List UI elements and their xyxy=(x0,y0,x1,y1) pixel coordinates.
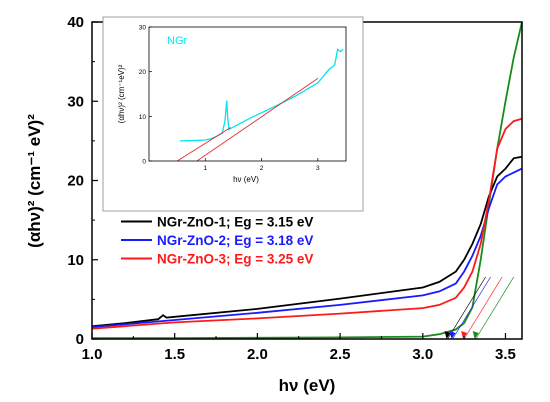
y-tick-label: 10 xyxy=(67,252,84,269)
tangent-line-ngr-zno-3 xyxy=(463,276,503,340)
tangent-lines-group xyxy=(444,276,514,340)
intercept-arrow-ngr-zno-3 xyxy=(461,331,468,339)
inset-y-ticks: 0 10 20 30 xyxy=(139,25,152,166)
inset-y-axis-label: (αhν)² (cm⁻¹eV)² xyxy=(117,64,126,123)
x-tick-label: 1.5 xyxy=(164,346,185,363)
inset-legend: NGr xyxy=(167,35,188,47)
inset-background xyxy=(102,16,364,212)
series-line-ngr-zno-1 xyxy=(91,155,523,328)
main-x-axis-label: hν (eV) xyxy=(279,376,336,395)
inset-series-line xyxy=(179,48,344,142)
tangent-line-zno xyxy=(475,276,514,340)
inset-y-tick-label: 30 xyxy=(139,25,147,32)
inset-y-tick-label: 20 xyxy=(139,69,147,76)
series-line-ngr-zno-3 xyxy=(91,117,523,330)
y-tick-label: 0 xyxy=(76,331,84,348)
x-tick-label: 3.0 xyxy=(412,346,433,363)
inset-x-ticks: 1 2 3 xyxy=(203,158,320,172)
intercept-arrow-ngr-zno-2 xyxy=(449,331,456,339)
inset-chart: 1 2 3 0 10 20 30 hν (eV) (αhν)² (cm⁻¹eV)² NGr xyxy=(102,16,364,212)
main-series-group xyxy=(91,21,523,340)
inset-series-group xyxy=(176,48,344,162)
tangent-line-ngr-zno-1 xyxy=(447,276,486,340)
legend-label: NGr-ZnO-1; Eg = 3.15 eV xyxy=(157,215,313,230)
y-tick-label: 20 xyxy=(67,173,84,190)
tangent-line-ngr-zno-2 xyxy=(452,276,491,340)
x-tick-label: 2.0 xyxy=(247,346,268,363)
inset-fit-line xyxy=(196,77,319,162)
inset-x-tick-label: 1 xyxy=(203,165,207,172)
x-tick-label: 2.5 xyxy=(330,346,351,363)
series-line-zno xyxy=(92,21,523,340)
legend-label: NGr-ZnO-2; Eg = 3.18 eV xyxy=(157,233,313,248)
inset-y-tick-label: 10 xyxy=(139,114,147,121)
inset-fit-line xyxy=(176,127,231,162)
inset-y-tick-label: 0 xyxy=(142,159,146,166)
inset-x-tick-label: 2 xyxy=(260,165,264,172)
y-tick-label: 40 xyxy=(67,14,84,31)
main-x-ticks: 1.0 1.5 2.0 2.5 3.0 3.5 xyxy=(82,333,516,363)
intercept-arrow-ngr-zno-1 xyxy=(444,331,451,339)
x-tick-label: 1.0 xyxy=(82,346,103,363)
x-tick-label: 3.5 xyxy=(495,346,516,363)
inset-x-axis-label: hν (eV) xyxy=(233,175,259,184)
series-line-ngr-zno-2 xyxy=(91,167,523,328)
intercept-arrow-zno xyxy=(472,331,479,339)
y-tick-label: 30 xyxy=(67,93,84,110)
inset-plot-frame xyxy=(148,26,347,162)
inset-legend-label: NGr xyxy=(167,35,188,47)
main-y-axis-label: (αhν)² (cm⁻¹ eV)² xyxy=(25,114,44,248)
legend-label: NGr-ZnO-3; Eg = 3.25 eV xyxy=(157,252,313,267)
inset-x-tick-label: 3 xyxy=(316,165,320,172)
main-y-ticks: 0 10 20 30 40 xyxy=(67,14,98,348)
